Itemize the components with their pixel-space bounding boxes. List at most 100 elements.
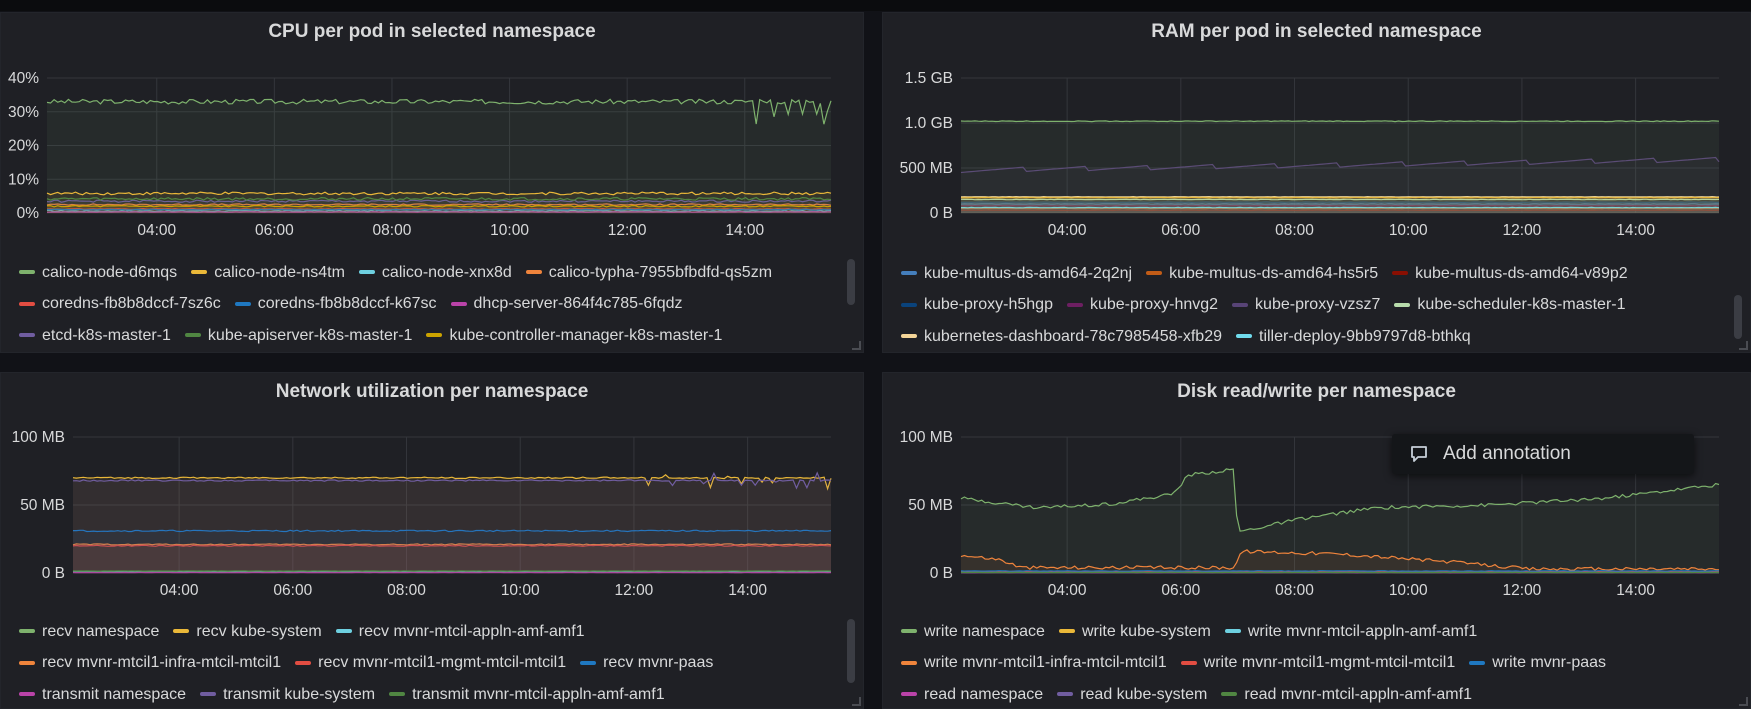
x-tick-label: 04:00 xyxy=(1048,222,1087,239)
legend-item[interactable]: transmit namespace xyxy=(19,680,186,709)
legend-item[interactable]: kube-controller-manager-k8s-master-1 xyxy=(426,321,722,350)
series-line[interactable] xyxy=(46,208,832,211)
legend-item[interactable]: kube-multus-ds-amd64-hs5r5 xyxy=(1146,259,1378,288)
ram-chart[interactable]: 0 B 500 MB 1.0 GB 1.5 GB 04:00 06:00 08:00 10:0… xyxy=(883,13,1751,253)
legend-item[interactable]: coredns-fb8b8dccf-k67sc xyxy=(234,289,437,318)
legend-item[interactable]: write kube-system xyxy=(1058,617,1211,646)
legend-label: dhcp-server-864f4c785-6fqdz xyxy=(473,295,683,312)
legend-swatch xyxy=(901,334,917,338)
legend-swatch xyxy=(19,270,35,274)
disk-chart[interactable]: 0 B 50 MB 100 MB 04:00 06:00 08:00 10:00 12:00 1… xyxy=(883,373,1751,613)
series-line[interactable] xyxy=(46,199,832,203)
legend-item[interactable]: dhcp-server-864f4c785-6fqdz xyxy=(450,289,683,318)
legend-swatch xyxy=(901,271,917,275)
legend-item[interactable]: transmit mvnr-mtcil-appln-amf-amf1 xyxy=(389,680,665,709)
series-line[interactable] xyxy=(46,204,832,208)
legend-item[interactable]: write mvnr-mtcil1-infra-mtcil-mtcil1 xyxy=(901,648,1167,677)
legend-item[interactable]: recv mvnr-mtcil1-mgmt-mtcil-mtcil1 xyxy=(295,648,566,677)
legend-label: write mvnr-paas xyxy=(1492,654,1607,671)
legend-swatch xyxy=(1221,692,1238,696)
panel-title[interactable]: CPU per pod in selected namespace xyxy=(268,21,596,42)
series-line[interactable] xyxy=(46,196,832,201)
legend-item[interactable]: kube-proxy-hnvg2 xyxy=(1066,290,1218,319)
series-line[interactable] xyxy=(960,156,1720,174)
panel-title[interactable]: Disk read/write per namespace xyxy=(1177,381,1456,402)
series-line[interactable] xyxy=(72,544,832,547)
series-area xyxy=(73,545,831,573)
legend-item[interactable]: write mvnr-paas xyxy=(1469,648,1606,677)
legend-swatch xyxy=(1469,660,1486,665)
legend-item[interactable]: recv mvnr-mtcil1-infra-mtcil-mtcil1 xyxy=(19,648,281,677)
series-line[interactable] xyxy=(72,543,832,546)
legend-item[interactable]: kubernetes-dashboard-78c7985458-xfb29 xyxy=(901,322,1222,351)
legend-item[interactable]: write mvnr-mtcil-appln-amf-amf1 xyxy=(1224,617,1477,646)
series-line[interactable] xyxy=(46,211,831,213)
series-line[interactable] xyxy=(72,474,832,491)
legend-label: kube-multus-ds-amd64-hs5r5 xyxy=(1169,264,1379,282)
legend-label: kube-controller-manager-k8s-master-1 xyxy=(449,326,723,344)
legend-item[interactable]: write namespace xyxy=(901,617,1045,646)
legend-item[interactable]: kube-multus-ds-amd64-v89p2 xyxy=(1392,259,1628,288)
legend-item[interactable]: recv mvnr-mtcil-appln-amf-amf1 xyxy=(335,617,585,646)
disk-panel: Disk read/write per namespace 0 B 50 MB 10… xyxy=(882,372,1751,709)
series-line[interactable] xyxy=(46,203,832,206)
legend-item[interactable]: calico-typha-7955bfbdfd-qs5zm xyxy=(525,258,772,287)
series-line[interactable] xyxy=(960,570,1719,572)
x-tick-label: 04:00 xyxy=(1048,582,1087,599)
legend-item[interactable]: read namespace xyxy=(901,680,1043,709)
legend-label: calico-node-ns4tm xyxy=(214,263,345,281)
legend-swatch xyxy=(450,301,467,306)
legend-label: tiller-deploy-9bb9797d8-bthkq xyxy=(1259,327,1471,345)
series-line[interactable] xyxy=(960,549,1720,572)
disk-legend: write namespace write kube-system write mv… xyxy=(901,614,1722,709)
legend-item[interactable]: calico-node-ns4tm xyxy=(191,258,345,287)
panel-title[interactable]: Network utilization per namespace xyxy=(275,381,589,402)
legend-swatch xyxy=(580,660,597,665)
network-chart[interactable]: 0 B 50 MB 100 MB 04:00 06:00 08:00 10:00 12:00 1… xyxy=(1,373,864,613)
legend-item[interactable]: read mvnr-mtcil-appln-amf-amf1 xyxy=(1221,680,1472,709)
legend-item[interactable]: kube-proxy-h5hgp xyxy=(901,290,1053,319)
legend-swatch xyxy=(19,301,35,306)
series-line[interactable] xyxy=(960,468,1720,532)
series-area xyxy=(961,120,1719,213)
legend-scrollbar[interactable] xyxy=(1734,295,1742,339)
resize-handle[interactable] xyxy=(852,697,861,706)
legend-item[interactable]: kube-apiserver-k8s-master-1 xyxy=(184,321,412,350)
series-line[interactable] xyxy=(47,209,832,213)
legend-item[interactable]: write mvnr-mtcil1-mgmt-mtcil-mtcil1 xyxy=(1180,648,1455,677)
legend-item[interactable]: calico-node-d6mqs xyxy=(19,258,177,287)
add-annotation-menu[interactable]: Add annotation xyxy=(1392,434,1694,474)
panel-title[interactable]: RAM per pod in selected namespace xyxy=(1151,21,1482,42)
series-area xyxy=(961,196,1719,213)
legend-item[interactable]: etcd-k8s-master-1 xyxy=(19,321,171,350)
series-line[interactable] xyxy=(960,120,1720,123)
legend-swatch xyxy=(191,270,208,274)
legend-item[interactable]: tiller-deploy-9bb9797d8-bthkq xyxy=(1236,322,1471,351)
legend-item[interactable]: recv kube-system xyxy=(173,617,322,646)
legend-label: coredns-fb8b8dccf-7sz6c xyxy=(42,295,221,312)
cpu-chart[interactable]: 0% 10% 20% 30% 40% 04:00 06:00 08:00 10:00 12:00 1… xyxy=(1,13,864,253)
series-line[interactable] xyxy=(46,207,831,210)
legend-scrollbar[interactable] xyxy=(847,259,855,305)
legend-item[interactable]: kube-multus-ds-amd64-2q2nj xyxy=(901,259,1132,288)
legend-item[interactable]: transmit kube-system xyxy=(200,680,375,709)
legend-item[interactable]: read kube-system xyxy=(1057,680,1207,709)
series-line[interactable] xyxy=(46,191,832,196)
legend-item[interactable]: coredns-fb8b8dccf-7sz6c xyxy=(19,289,221,318)
resize-handle[interactable] xyxy=(1739,341,1748,350)
legend-label: kube-multus-ds-amd64-2q2nj xyxy=(924,264,1133,282)
resize-handle[interactable] xyxy=(1739,697,1748,706)
legend-swatch xyxy=(525,270,542,274)
series-line[interactable] xyxy=(46,98,832,125)
legend-scrollbar[interactable] xyxy=(847,619,855,683)
series-line[interactable] xyxy=(73,529,832,533)
x-tick-label: 06:00 xyxy=(273,582,312,599)
resize-handle[interactable] xyxy=(852,341,861,350)
legend-item[interactable]: kube-proxy-vzsz7 xyxy=(1232,290,1380,319)
legend-item[interactable]: kube-scheduler-k8s-master-1 xyxy=(1394,290,1626,319)
legend-item[interactable]: recv mvnr-paas xyxy=(580,648,713,677)
legend-item[interactable]: recv namespace xyxy=(19,617,159,646)
series-line[interactable] xyxy=(72,471,832,490)
legend-item[interactable]: calico-node-xnx8d xyxy=(358,258,512,287)
legend-swatch xyxy=(1232,302,1249,307)
